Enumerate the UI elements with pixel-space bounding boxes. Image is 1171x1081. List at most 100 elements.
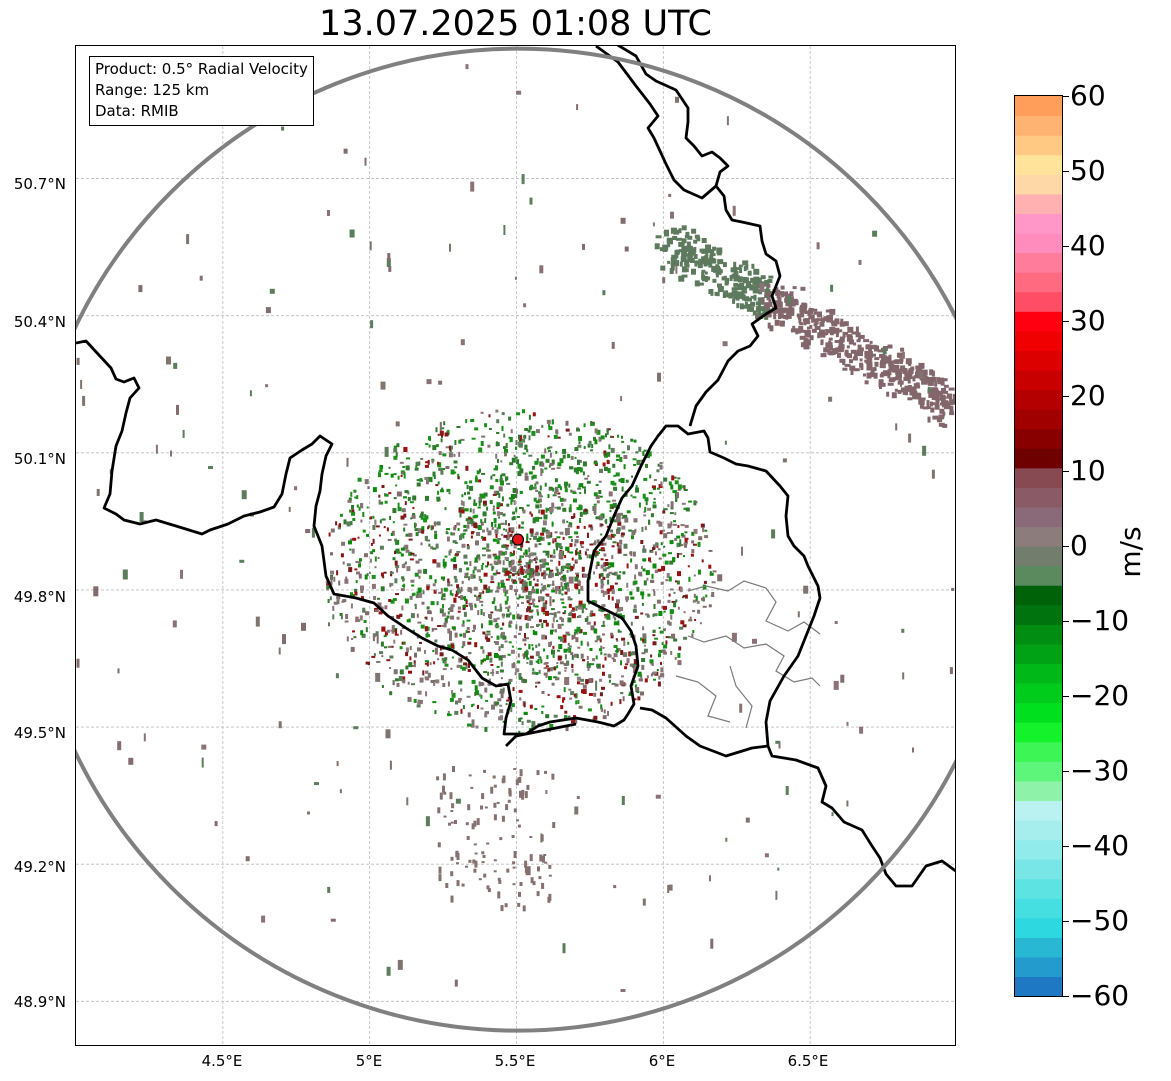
echo-pixel: [611, 555, 614, 560]
echo-pixel: [817, 311, 822, 318]
echo-pixel: [527, 591, 532, 595]
echo-pixel: [545, 665, 549, 668]
echo-pixel: [640, 637, 643, 641]
radar-map[interactable]: [75, 45, 956, 1046]
echo-pixel: [878, 382, 883, 388]
echo-pixel: [494, 529, 499, 534]
echo-pixel: [577, 604, 582, 610]
echo-pixel: [428, 444, 431, 448]
echo-pixel: [408, 670, 412, 674]
echo-pixel: [540, 589, 542, 594]
echo-pixel: [656, 469, 660, 473]
radar-site-marker[interactable]: [511, 533, 525, 546]
echo-pixel: [458, 698, 462, 702]
echo-pixel: [798, 325, 804, 330]
echo-pixel: [416, 482, 421, 487]
echo-pixel: [530, 877, 534, 884]
echo-pixel: [577, 579, 580, 585]
echo-pixel: [556, 568, 559, 574]
echo-pixel: [771, 529, 776, 539]
velocity-echoes: [76, 64, 955, 992]
echo-pixel: [788, 313, 792, 319]
echo-pixel: [521, 601, 524, 604]
echo-pixel: [467, 641, 472, 645]
echo-pixel: [516, 459, 520, 465]
echo-pixel: [595, 565, 598, 570]
echo-pixel: [441, 427, 445, 430]
echo-pixel: [643, 514, 647, 517]
echo-pixel: [512, 516, 516, 521]
echo-pixel: [473, 843, 477, 846]
echo-pixel: [346, 636, 349, 642]
echo-pixel: [667, 885, 670, 893]
echo-pixel: [449, 697, 454, 702]
echo-pixel: [472, 574, 476, 579]
echo-pixel: [519, 490, 523, 494]
echo-pixel: [846, 345, 850, 349]
echo-pixel: [568, 688, 572, 691]
colorbar-swatch: [1015, 546, 1062, 567]
echo-pixel: [693, 254, 698, 259]
echo-pixel: [425, 495, 429, 501]
echo-pixel: [744, 296, 750, 302]
echo-pixel: [821, 317, 825, 323]
echo-pixel: [403, 513, 407, 518]
echo-pixel: [829, 331, 834, 336]
echo-pixel: [485, 565, 489, 568]
echo-pixel: [344, 620, 349, 623]
echo-pixel: [437, 842, 441, 848]
echo-pixel: [557, 611, 561, 614]
echo-pixel: [532, 668, 535, 672]
echo-pixel: [512, 687, 515, 692]
echo-pixel: [360, 590, 364, 593]
echo-pixel: [852, 356, 858, 361]
echo-pixel: [549, 452, 552, 458]
echo-pixel: [472, 703, 475, 706]
echo-pixel: [612, 613, 615, 619]
echo-pixel: [761, 297, 765, 304]
echo-pixel: [531, 588, 536, 593]
echo-pixel: [714, 266, 720, 271]
echo-pixel: [742, 260, 749, 266]
echo-pixel: [926, 400, 930, 407]
echo-pixel: [404, 544, 409, 550]
echo-pixel: [463, 561, 468, 565]
echo-pixel: [551, 649, 555, 655]
echo-pixel: [649, 560, 652, 563]
echo-pixel: [596, 561, 600, 565]
echo-pixel: [437, 658, 440, 661]
echo-pixel: [699, 622, 702, 625]
echo-pixel: [511, 578, 514, 582]
echo-pixel: [372, 515, 375, 519]
echo-pixel: [481, 564, 484, 570]
echo-pixel: [888, 354, 892, 361]
echo-pixel: [435, 484, 439, 487]
echo-pixel: [694, 234, 700, 239]
echo-pixel: [478, 500, 481, 506]
echo-pixel: [432, 445, 435, 450]
echo-pixel: [431, 459, 434, 464]
echo-pixel: [482, 649, 485, 654]
colorbar-swatch: [1015, 154, 1062, 175]
echo-pixel: [518, 442, 523, 448]
echo-pixel: [943, 400, 949, 404]
echo-pixel: [870, 344, 877, 349]
echo-pixel: [795, 328, 799, 335]
colorbar-swatch: [1015, 252, 1062, 273]
echo-pixel: [552, 580, 555, 586]
echo-pixel: [576, 428, 580, 432]
echo-pixel: [339, 789, 342, 794]
echo-pixel: [483, 572, 488, 577]
echo-pixel: [485, 588, 490, 594]
echo-pixel: [515, 446, 518, 450]
echo-pixel: [357, 477, 362, 482]
echo-pixel: [376, 635, 379, 644]
colorbar-swatch: [1015, 409, 1062, 430]
echo-pixel: [530, 574, 535, 578]
echo-pixel: [556, 467, 561, 470]
echo-pixel: [828, 337, 833, 341]
echo-pixel: [638, 502, 641, 508]
echo-pixel: [560, 656, 563, 659]
echo-pixel: [766, 283, 771, 288]
echo-pixel: [513, 662, 515, 666]
